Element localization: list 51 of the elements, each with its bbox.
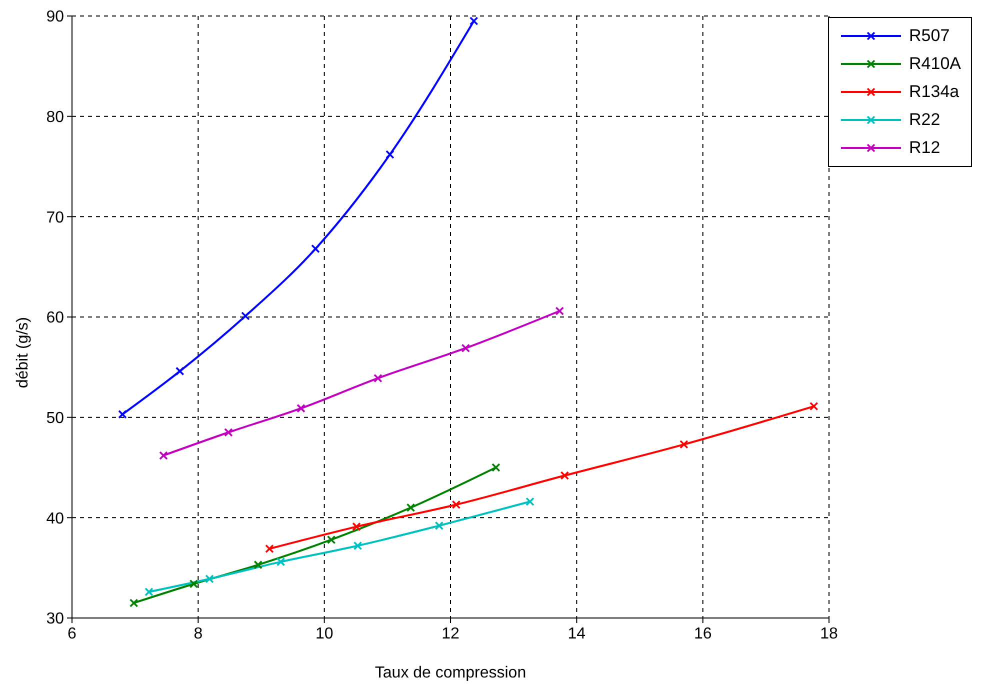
point [469, 16, 478, 26]
point [809, 402, 818, 411]
point [175, 366, 184, 376]
legend-label: R134a [909, 82, 960, 102]
y-axis-title: débit (g/s) [14, 317, 32, 388]
point [224, 428, 233, 437]
y-tick-label: 70 [46, 209, 64, 226]
point [406, 503, 416, 512]
y-tick-label: 30 [46, 610, 64, 628]
x-tick-label: 12 [442, 625, 460, 642]
legend-label: R507 [909, 26, 950, 46]
point [241, 312, 250, 320]
point [352, 522, 361, 532]
x-tick-label: 6 [68, 625, 77, 642]
legend-label: R12 [909, 138, 940, 158]
point [296, 404, 306, 413]
y-tick-label: 40 [46, 510, 64, 528]
point [311, 244, 320, 254]
point [452, 500, 461, 510]
x-tick-label: 18 [820, 625, 838, 642]
point [326, 535, 336, 544]
y-tick-label: 50 [46, 410, 64, 428]
x-tick-label: 14 [568, 625, 586, 642]
point [265, 544, 274, 554]
point [159, 451, 168, 460]
x-tick-label: 16 [694, 625, 712, 642]
x-tick-label: 8 [194, 625, 203, 642]
point [555, 306, 564, 316]
y-tick-label: 90 [46, 8, 64, 26]
point [129, 598, 138, 608]
point [374, 374, 382, 383]
point [680, 440, 688, 449]
y-tick-label: 60 [46, 310, 64, 327]
x-tick-label: 10 [315, 625, 334, 642]
point [144, 588, 154, 596]
legend-label: R410A [909, 54, 961, 74]
point [434, 521, 444, 530]
legend-label: R22 [909, 110, 940, 130]
point [386, 150, 394, 159]
point [254, 560, 262, 570]
point [353, 541, 362, 550]
point [205, 574, 214, 584]
x-axis-title: Taux de compression [374, 664, 526, 682]
point [560, 471, 570, 480]
point [118, 410, 127, 419]
point [276, 557, 286, 566]
point [189, 579, 198, 588]
point [461, 344, 470, 353]
point [526, 497, 534, 506]
y-tick-label: 80 [46, 109, 64, 126]
point [492, 463, 500, 472]
